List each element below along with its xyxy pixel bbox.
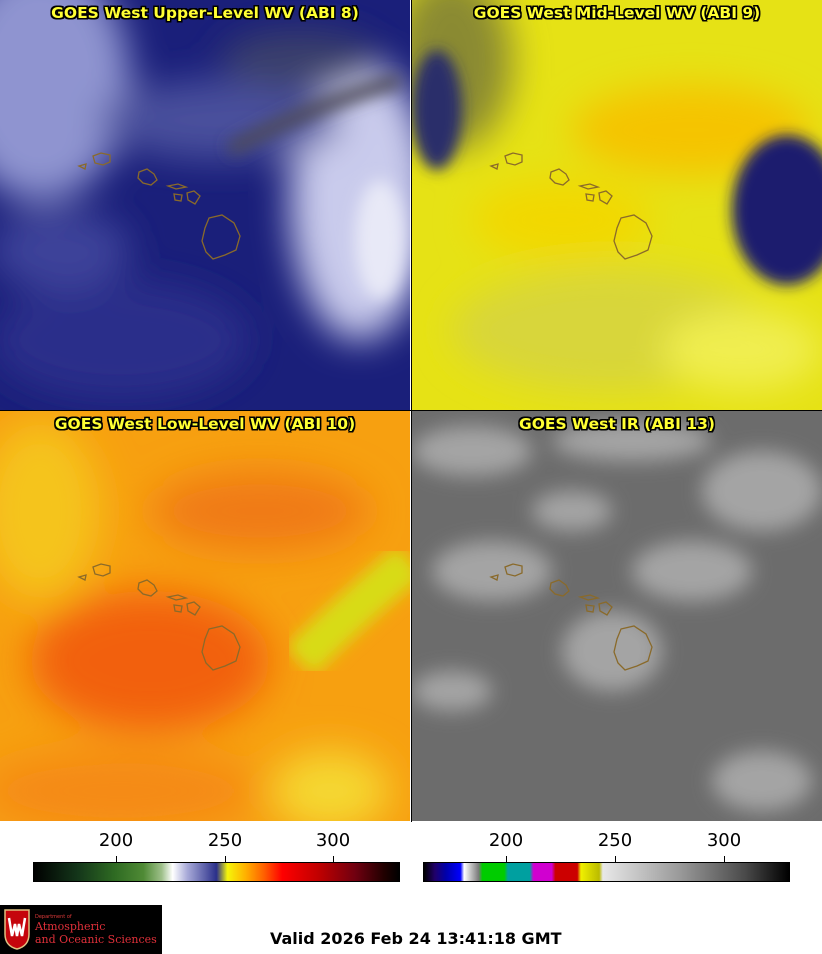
island-outlines (77, 152, 653, 671)
tick-label: 300 (315, 830, 351, 851)
tick-mark (333, 856, 334, 862)
uw-crest-icon (4, 909, 30, 950)
tick-mark (225, 856, 226, 862)
tick-label: 300 (706, 830, 742, 851)
logo-line-2: and Oceanic Sciences (35, 933, 157, 946)
tick-label: 200 (98, 830, 134, 851)
logo-dept: Department of (35, 914, 72, 920)
tick-label: 250 (207, 830, 243, 851)
panel-title: GOES West IR (ABI 13) (519, 415, 715, 433)
panel-upper-level-wv: GOES West Upper-Level WV (ABI 8) (0, 0, 410, 410)
wv-colorbar (33, 862, 400, 882)
low-level-wv-image (0, 411, 410, 821)
tick-mark (116, 856, 117, 862)
upper-level-wv-image (0, 0, 410, 410)
ir-image (412, 411, 822, 821)
panel-title: GOES West Upper-Level WV (ABI 8) (51, 4, 359, 22)
panel-divider-horizontal (0, 410, 822, 411)
hawaii-coastlines (77, 152, 241, 260)
panel-title: GOES West Low-Level WV (ABI 10) (54, 415, 356, 433)
ir-colorbar (423, 862, 790, 882)
panel-divider-vertical (411, 0, 412, 822)
tick-label: 200 (488, 830, 524, 851)
panel-ir: GOES West IR (ABI 13) (412, 411, 822, 821)
tick-label: 250 (597, 830, 633, 851)
aos-logo: Department of Atmospheric and Oceanic Sc… (0, 905, 162, 954)
panel-mid-level-wv: GOES West Mid-Level WV (ABI 9) (412, 0, 822, 410)
tick-mark (615, 856, 616, 862)
tick-mark (506, 856, 507, 862)
panel-low-level-wv: GOES West Low-Level WV (ABI 10) (0, 411, 410, 821)
panel-title: GOES West Mid-Level WV (ABI 9) (473, 4, 761, 22)
tick-mark (724, 856, 725, 862)
mid-level-wv-image (412, 0, 822, 410)
logo-line-1: Atmospheric (35, 920, 106, 933)
valid-time: Valid 2026 Feb 24 13:41:18 GMT (270, 929, 562, 948)
